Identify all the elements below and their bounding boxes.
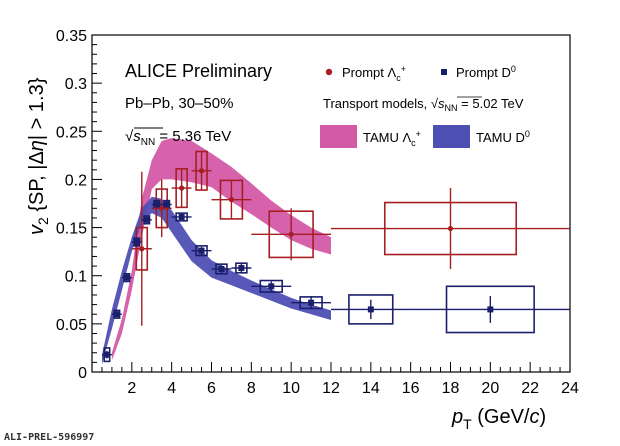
y-tick-label: 0.1 <box>65 269 87 286</box>
lambda-c-point <box>447 225 454 232</box>
plot-area <box>91 34 571 373</box>
lambda-c-point <box>198 168 205 174</box>
x-tick-label: 2 <box>127 380 136 397</box>
tamu-lambda-band <box>111 138 332 361</box>
legend-swatch-tamu-d0 <box>433 125 470 148</box>
x-tick-label: 6 <box>207 380 216 397</box>
x-tick-label: 22 <box>521 380 539 397</box>
x-tick-label: 16 <box>402 380 420 397</box>
x-axis-label: pT (GeV/c) <box>451 406 546 432</box>
d0-point <box>367 306 374 313</box>
systematic-boxes <box>103 150 535 363</box>
x-tick-label: 18 <box>442 380 460 397</box>
lambda-c-point <box>228 197 235 203</box>
y-tick-label: 0.2 <box>65 172 87 189</box>
svg-text:√sNN = 5.36 TeV: √sNN = 5.36 TeV <box>125 128 231 148</box>
legend-swatch-tamu-lambda <box>320 125 357 148</box>
legend-marker-lambda <box>325 68 333 76</box>
d0-point <box>113 311 120 318</box>
y-tick-label: 0 <box>78 365 87 382</box>
x-tick-label: 14 <box>362 380 380 397</box>
lambda-c-point <box>288 231 294 237</box>
x-tick-label: 24 <box>561 380 579 397</box>
y-tick-label: 0.35 <box>56 28 87 45</box>
axes: 2 4 6 8 10 12 14 16 18 20 22 2400.050.10.150.20.250… <box>56 28 579 397</box>
y-tick-label: 0.15 <box>56 221 87 238</box>
y-tick-label: 0.05 <box>56 317 87 334</box>
d0-point <box>487 306 494 313</box>
d0-point <box>238 265 245 272</box>
lambda-c-point <box>179 185 185 191</box>
model-bands <box>102 138 332 365</box>
d0-point <box>178 213 185 220</box>
d0-point <box>218 265 225 272</box>
energy-label: √sNN = 5.36 TeV <box>125 127 231 148</box>
d0-point <box>163 201 170 208</box>
d0-point <box>198 247 205 254</box>
x-tick-label: 4 <box>167 380 176 397</box>
legend-label-tamu-lambda: TAMU Λc+ <box>363 129 421 148</box>
x-tick-label: 12 <box>322 380 340 397</box>
d0-point <box>123 274 130 281</box>
svg-text:Transport models, √sNN = 5.02: Transport models, √sNN = 5.02 TeV <box>323 96 524 113</box>
legend: Prompt Λc+ Prompt D0 Transport models, √… <box>320 64 530 148</box>
collision-system-label: Pb–Pb, 30–50% <box>125 95 233 112</box>
lambda-c-point <box>159 205 165 211</box>
x-tick-label: 20 <box>481 380 499 397</box>
legend-label-tamu-d0: TAMU D0 <box>476 129 530 145</box>
d0-point <box>133 239 140 246</box>
x-tick-label: 8 <box>247 380 256 397</box>
x-tick-label: 10 <box>282 380 300 397</box>
d0-point <box>268 283 275 290</box>
models-label: Transport models, √sNN = 5.02 TeV <box>323 96 524 113</box>
legend-label-lambda: Prompt Λc+ <box>342 64 406 83</box>
d0-point <box>103 351 110 358</box>
legend-label-d0: Prompt D0 <box>456 64 516 80</box>
experiment-label: ALICE Preliminary <box>125 61 272 81</box>
d0-point <box>143 216 150 223</box>
y-tick-label: 0.25 <box>56 124 87 141</box>
data-markers <box>103 168 494 358</box>
y-tick-label: 0.3 <box>65 76 87 93</box>
d0-point <box>308 299 315 306</box>
watermark: ALI-PREL-596997 <box>4 432 94 443</box>
legend-marker-d0 <box>441 69 447 75</box>
d0-point <box>153 201 160 208</box>
lambda-c-point <box>139 246 145 252</box>
y-axis-label: v2 {SP, |Δη| > 1.3} <box>26 77 51 235</box>
